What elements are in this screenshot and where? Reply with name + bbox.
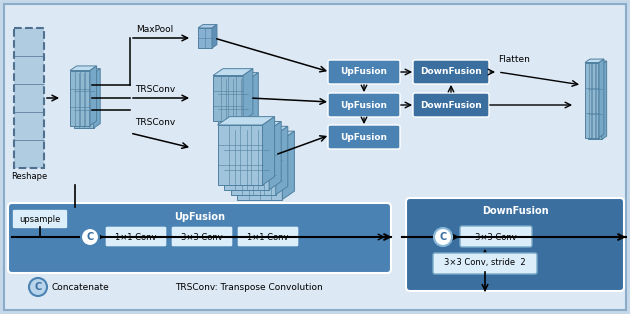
Polygon shape	[276, 126, 288, 195]
FancyBboxPatch shape	[328, 60, 400, 84]
Polygon shape	[243, 69, 253, 121]
FancyBboxPatch shape	[460, 226, 532, 247]
Text: Flatten: Flatten	[498, 55, 530, 63]
FancyBboxPatch shape	[8, 203, 391, 273]
Bar	[213, 75, 243, 121]
FancyBboxPatch shape	[328, 93, 400, 117]
Text: UpFusion: UpFusion	[174, 212, 225, 222]
Polygon shape	[94, 68, 100, 128]
FancyBboxPatch shape	[171, 226, 233, 247]
Text: 1×1 Conv: 1×1 Conv	[115, 232, 157, 241]
Bar	[74, 73, 94, 128]
FancyBboxPatch shape	[328, 125, 400, 149]
Polygon shape	[198, 24, 217, 28]
Text: UpFusion: UpFusion	[340, 133, 387, 142]
Bar	[217, 125, 263, 185]
FancyBboxPatch shape	[4, 4, 626, 310]
Bar	[224, 130, 269, 190]
Polygon shape	[217, 116, 275, 125]
Text: 3×3 Conv: 3×3 Conv	[181, 232, 223, 241]
FancyBboxPatch shape	[406, 198, 624, 291]
Polygon shape	[74, 68, 100, 73]
Polygon shape	[269, 122, 281, 190]
Text: TRSConv: TRSConv	[135, 118, 175, 127]
Text: DownFusion: DownFusion	[420, 68, 482, 77]
Polygon shape	[231, 126, 288, 135]
Polygon shape	[219, 73, 258, 79]
Text: Reshape: Reshape	[11, 172, 47, 181]
Polygon shape	[212, 24, 217, 48]
FancyBboxPatch shape	[12, 209, 68, 229]
Bar	[219, 79, 248, 124]
Text: UpFusion: UpFusion	[340, 100, 387, 110]
Text: DownFusion: DownFusion	[482, 206, 548, 216]
Text: 1×1 Conv: 1×1 Conv	[247, 232, 289, 241]
FancyBboxPatch shape	[433, 253, 537, 274]
Text: MaxPool: MaxPool	[136, 25, 174, 34]
Circle shape	[81, 228, 99, 246]
Text: Concatenate: Concatenate	[52, 283, 110, 291]
Bar	[231, 135, 276, 195]
Polygon shape	[602, 61, 607, 139]
Polygon shape	[213, 69, 253, 75]
Text: 3×3 Conv: 3×3 Conv	[475, 232, 517, 241]
Polygon shape	[282, 131, 294, 199]
Text: C: C	[35, 282, 42, 292]
Bar	[198, 28, 212, 48]
FancyBboxPatch shape	[413, 93, 489, 117]
FancyBboxPatch shape	[237, 226, 299, 247]
FancyBboxPatch shape	[413, 60, 489, 84]
Text: upsample: upsample	[20, 214, 60, 224]
Polygon shape	[90, 66, 96, 126]
Text: 3×3 Conv, stride  2: 3×3 Conv, stride 2	[444, 258, 526, 268]
Text: C: C	[439, 232, 447, 242]
Polygon shape	[599, 59, 604, 138]
FancyBboxPatch shape	[105, 226, 167, 247]
Bar	[238, 139, 282, 199]
Bar	[585, 62, 599, 138]
Polygon shape	[585, 59, 604, 62]
Text: DownFusion: DownFusion	[420, 100, 482, 110]
Text: C: C	[86, 232, 94, 242]
Polygon shape	[70, 66, 96, 71]
Polygon shape	[238, 131, 294, 139]
Polygon shape	[263, 116, 275, 185]
Polygon shape	[248, 73, 258, 124]
Text: UpFusion: UpFusion	[340, 68, 387, 77]
Circle shape	[434, 228, 452, 246]
Bar	[14, 28, 44, 168]
Circle shape	[29, 278, 47, 296]
Polygon shape	[588, 61, 607, 64]
Bar	[588, 64, 602, 139]
Polygon shape	[224, 122, 281, 130]
Bar	[70, 71, 90, 126]
Text: TRSConv: Transpose Convolution: TRSConv: Transpose Convolution	[175, 283, 323, 291]
Text: TRSConv: TRSConv	[135, 85, 175, 94]
